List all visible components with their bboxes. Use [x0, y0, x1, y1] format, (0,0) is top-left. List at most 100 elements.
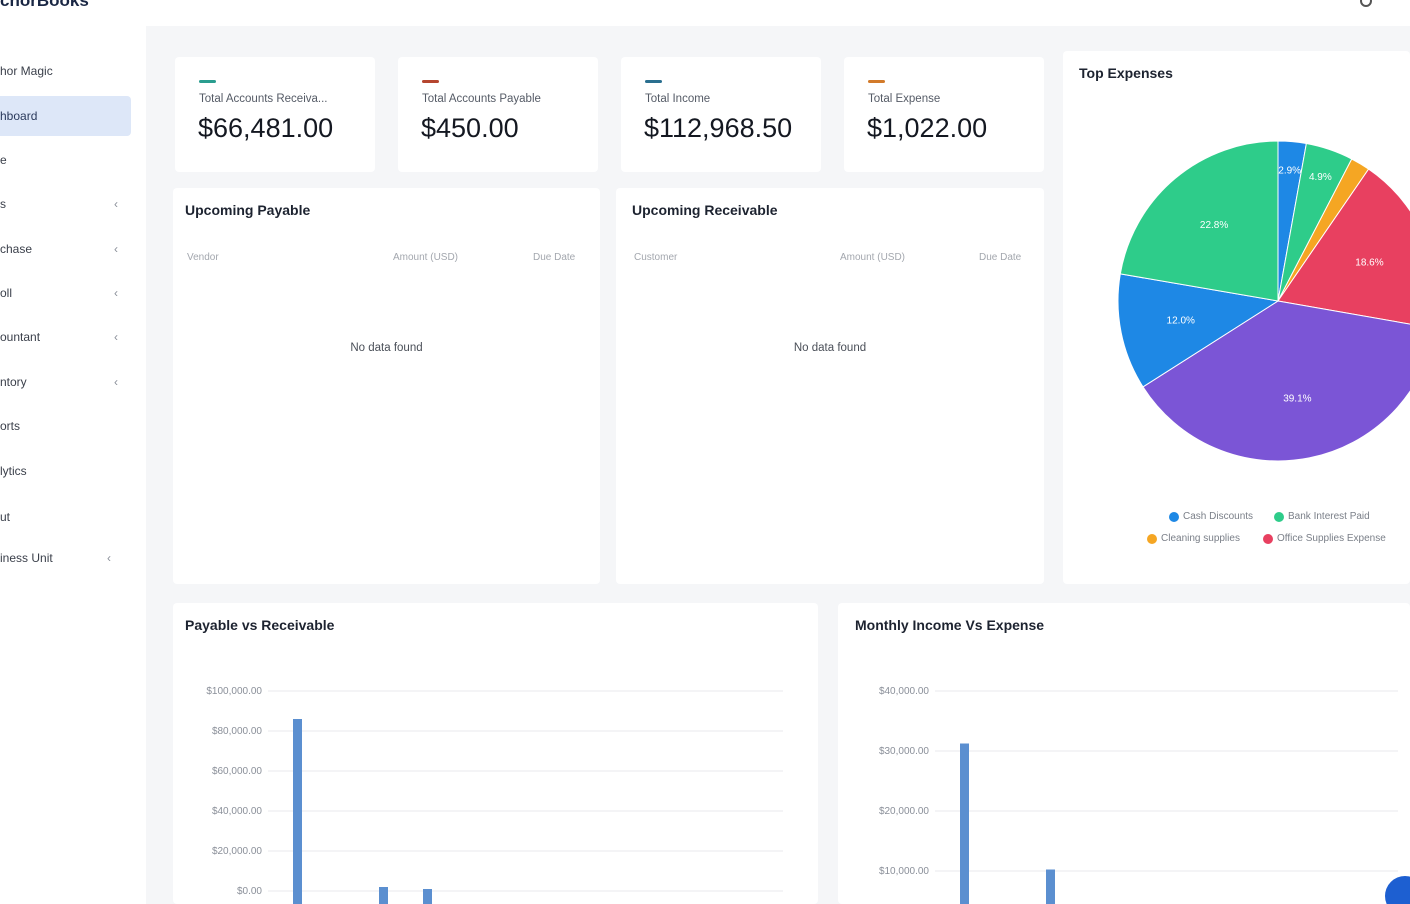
y-tick-label: $10,000.00 [879, 866, 929, 877]
y-tick-label: $40,000.00 [879, 686, 929, 697]
pie-chart: 2.9% 4.9% 18.6% 39.1% 12.0% 22.8% [1117, 140, 1410, 462]
sidebar-item-label: lytics [0, 464, 27, 478]
pie-slice-label: 18.6% [1355, 258, 1383, 269]
stat-accent-bar [199, 80, 216, 83]
pie-slice-label: 12.0% [1167, 316, 1195, 327]
monthly-income-expense-card: Monthly Income Vs Expense $40,000.00 $30,… [838, 603, 1410, 904]
legend-dot [1147, 533, 1157, 544]
brand-logo-text[interactable]: chorBooks [0, 0, 89, 10]
stat-accent-bar [645, 80, 662, 83]
stat-value: $112,968.50 [644, 113, 793, 143]
sidebar-item-label: oll [0, 286, 13, 300]
column-header[interactable]: Due Date [979, 252, 1022, 263]
stat-accent-bar [868, 80, 885, 83]
sidebar-item-label: chase [0, 242, 33, 256]
empty-state-text: No data found [350, 342, 423, 354]
sidebar-item-business-unit[interactable]: iness Unit ‹ [0, 538, 131, 578]
pie-slice-label: 39.1% [1283, 393, 1311, 404]
legend-label: Office Supplies Expense [1277, 533, 1386, 544]
y-tick-label: $30,000.00 [879, 746, 929, 757]
sidebar-item-3[interactable]: e [0, 140, 131, 180]
sidebar-item-analytics[interactable]: lytics [0, 451, 131, 491]
card-title: Upcoming Receivable [632, 202, 778, 218]
column-header[interactable]: Amount (USD) [393, 252, 459, 263]
sidebar-item-reports[interactable]: orts [0, 406, 131, 446]
column-header[interactable]: Amount (USD) [840, 252, 906, 263]
sidebar-item-magic[interactable]: hor Magic [0, 51, 131, 91]
sidebar-item-label: s [0, 197, 6, 211]
sidebar-item-accountant[interactable]: ountant ‹ [0, 317, 131, 357]
sidebar-item-ut[interactable]: ut [0, 497, 131, 537]
sidebar-item-dashboard[interactable]: hboard [0, 96, 131, 136]
theme-toggle-icon[interactable] [1360, 0, 1372, 7]
stat-label: Total Accounts Receiva... [199, 93, 328, 105]
stat-value: $1,022.00 [867, 113, 988, 143]
top-bar [146, 0, 1410, 26]
column-header[interactable]: Vendor [187, 252, 219, 263]
legend-dot [1274, 511, 1284, 522]
chart-legend: Cash Discounts Bank Interest Paid Cleani… [1063, 509, 1410, 549]
bar[interactable] [293, 719, 302, 904]
pie-slice[interactable] [1142, 300, 1410, 462]
stat-accent-bar [422, 80, 439, 83]
sidebar-item-label: e [0, 153, 7, 167]
payable-vs-receivable-card: Payable vs Receivable $100,000.00 $80,000… [173, 603, 818, 904]
legend-dot [1169, 511, 1179, 522]
sidebar-item-label: hboard [0, 109, 38, 123]
legend-item[interactable]: Cash Discounts [1169, 511, 1253, 522]
sidebar-item-inventory[interactable]: ntory ‹ [0, 362, 131, 402]
stat-label: Total Income [645, 93, 711, 105]
stat-label: Total Expense [868, 93, 941, 105]
sidebar: chorBooks hor Magic hboard e s ‹ chase ‹ o… [0, 0, 146, 904]
y-tick-label: $60,000.00 [212, 766, 262, 777]
pie-slice[interactable] [1119, 140, 1279, 302]
pie-slice-label: 2.9% [1278, 165, 1301, 176]
chevron-left-icon: ‹ [114, 375, 118, 389]
sidebar-item-payroll[interactable]: oll ‹ [0, 273, 131, 313]
y-tick-label: $80,000.00 [212, 726, 262, 737]
chevron-left-icon: ‹ [114, 242, 118, 256]
sidebar-item-purchase[interactable]: chase ‹ [0, 229, 131, 269]
legend-item[interactable]: Bank Interest Paid [1274, 511, 1370, 522]
upcoming-payable-card: Upcoming Payable Vendor Amount (USD) Due… [173, 188, 600, 584]
upcoming-receivable-card: Upcoming Receivable Customer Amount (USD… [616, 188, 1044, 584]
bar[interactable] [960, 743, 969, 904]
sidebar-item-label: hor Magic [0, 64, 53, 78]
chevron-left-icon: ‹ [114, 197, 118, 211]
legend-item[interactable]: Office Supplies Expense [1263, 533, 1386, 544]
sidebar-item-sales[interactable]: s ‹ [0, 184, 131, 224]
card-title: Monthly Income Vs Expense [855, 617, 1045, 633]
legend-item[interactable]: Cleaning supplies [1147, 533, 1240, 544]
stat-value: $450.00 [421, 113, 519, 143]
sidebar-item-label: ountant [0, 330, 41, 344]
stat-label: Total Accounts Payable [422, 93, 541, 105]
pie-slice-label: 4.9% [1309, 172, 1332, 183]
column-header[interactable]: Due Date [533, 252, 576, 263]
bar[interactable] [1046, 869, 1055, 904]
sidebar-item-label: ntory [0, 375, 27, 389]
pie-slice[interactable] [1117, 273, 1280, 388]
sidebar-item-label: orts [0, 419, 21, 433]
bar[interactable] [379, 887, 388, 904]
chevron-left-icon: ‹ [107, 551, 111, 565]
stat-card-income: Total Income $112,968.50 [621, 57, 821, 172]
sidebar-item-label: iness Unit [0, 551, 53, 565]
top-expenses-card: Top Expenses 2.9% 4.9% 18.6% 39.1% 12.0% 22.8… [1063, 51, 1410, 584]
bar-chart-payable-receivable: $100,000.00 $80,000.00 $60,000.00 $40,000.0… [206, 686, 783, 904]
y-tick-label: $100,000.00 [206, 686, 262, 697]
y-tick-label: $20,000.00 [212, 846, 262, 857]
stat-card-payable: Total Accounts Payable $450.00 [398, 57, 598, 172]
bar[interactable] [423, 889, 432, 904]
pie-slice[interactable] [1277, 168, 1410, 329]
bar-chart-income-expense: $40,000.00 $30,000.00 $20,000.00 $10,000.00 [879, 686, 1398, 904]
legend-dot [1263, 533, 1273, 544]
empty-state-text: No data found [793, 342, 867, 354]
column-header[interactable]: Customer [634, 252, 678, 263]
legend-label: Cleaning supplies [1161, 533, 1240, 544]
card-title: Payable vs Receivable [185, 617, 335, 633]
card-title: Upcoming Payable [185, 202, 311, 218]
pie-slice-label: 22.8% [1200, 220, 1228, 231]
y-tick-label: $40,000.00 [212, 806, 262, 817]
y-tick-label: $20,000.00 [879, 806, 929, 817]
